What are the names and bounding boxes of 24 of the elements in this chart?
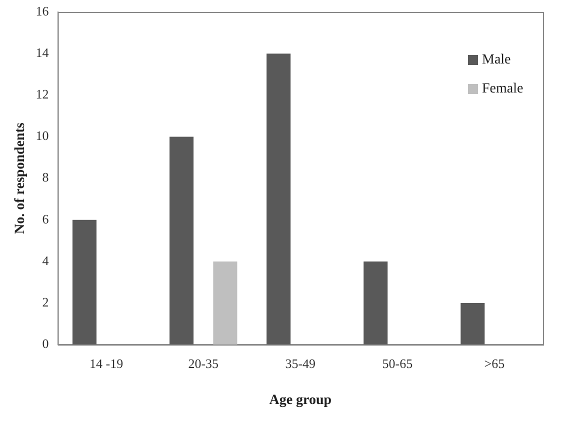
y-tick-label: 2 (42, 294, 49, 310)
x-tick-label: >65 (484, 356, 505, 371)
y-tick-label: 14 (36, 44, 50, 60)
x-tick-label: 14 -19 (90, 356, 124, 371)
y-tick-label: 6 (42, 211, 50, 226)
y-tick-label: 10 (36, 128, 49, 144)
y-tick-label: 0 (42, 336, 49, 352)
bar (266, 54, 291, 345)
bar (170, 136, 194, 345)
legend-label: Male (482, 52, 511, 68)
y-axis-title: No. of respondents (13, 122, 28, 234)
x-tick-label: 35-49 (285, 356, 316, 371)
x-tick-label: 20-35 (188, 356, 219, 371)
x-axis-title: Age group (269, 393, 332, 408)
bar (213, 261, 238, 345)
x-tick-label: 50-65 (382, 356, 413, 371)
y-tick-label: 8 (42, 170, 49, 185)
y-tick-label: 16 (36, 3, 50, 18)
y-tick-label: 4 (42, 252, 50, 268)
legend-label: Female (482, 82, 524, 97)
bar (72, 220, 96, 345)
bar (460, 303, 485, 345)
y-tick-label: 12 (36, 86, 49, 102)
bar (364, 261, 388, 345)
